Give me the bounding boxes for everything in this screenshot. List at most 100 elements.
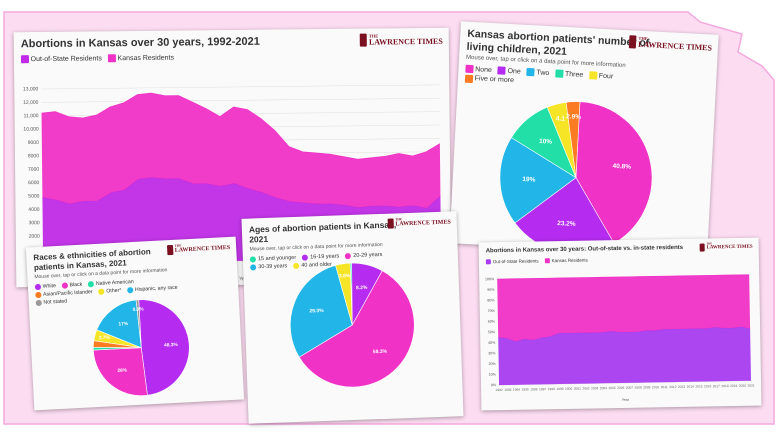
x-tick-label: 2008 [635, 385, 642, 389]
x-tick-label: 2020 [739, 384, 746, 388]
legend-swatch [345, 253, 352, 260]
x-tick-label: 2013 [678, 385, 685, 389]
x-tick-label: 2003 [591, 386, 598, 390]
legend-swatch [250, 264, 257, 272]
legend-swatch [249, 256, 257, 263]
y-tick-label: 11,000 [24, 113, 39, 119]
legend-swatch [20, 55, 29, 64]
y-tick-label: 60% [488, 320, 496, 324]
y-tick-label: 90% [487, 288, 495, 292]
x-tick-label: 2002 [582, 386, 589, 390]
x-tick-label: 1999 [556, 387, 563, 391]
x-tick-label: 2019 [730, 384, 737, 388]
chart: 8.2% 58.3% 29.3% 3.8% [289, 262, 415, 388]
y-tick-label: 5000 [28, 193, 39, 199]
logo-text: THE LAWRENCE TIMES [395, 217, 451, 228]
x-tick-label: 2005 [608, 386, 615, 390]
y-tick-label: 8000 [28, 153, 39, 159]
y-tick-label: 9000 [28, 140, 39, 146]
chart-header: Abortions in Kansas over 30 years, 1992-… [20, 34, 391, 64]
y-tick-label: 12,000 [23, 100, 39, 106]
data-label: 29.3% [309, 308, 324, 315]
legend-label: Out-of-State Residents [30, 54, 102, 63]
y-tick-label: 2000 [29, 234, 40, 240]
grid-line [41, 84, 440, 90]
legend-label: Two [536, 68, 550, 77]
x-tick-label: 1998 [548, 387, 555, 391]
legend-swatch [61, 282, 68, 289]
data-label: 26% [117, 368, 128, 375]
pie-slice [135, 299, 142, 348]
legend-swatch [485, 259, 491, 265]
x-tick-label: 1993 [504, 388, 511, 392]
logo-name: LAWRENCE TIMES [395, 219, 451, 227]
chart-card: 48.3% 26% 3.7% 17% 0.9% Races & ethnicities o… [25, 236, 245, 411]
logo-name: LAWRENCE TIMES [368, 36, 443, 47]
chart: 0%10%20%30%40%50%60%70%80%90%100%1992 199… [485, 274, 755, 402]
legend-swatch [127, 287, 134, 294]
logo-text: THE LAWRENCE TIMES [706, 243, 752, 251]
x-tick-label: 2007 [626, 386, 633, 390]
data-label: 17% [118, 321, 129, 328]
legend-label: Not stated [43, 298, 68, 306]
legend-label: Asian/Pacific Islander [42, 289, 93, 298]
data-label: 2.9% [566, 113, 581, 121]
pie-slice [575, 101, 653, 244]
legend-label: Native American [95, 279, 134, 288]
y-tick-label: 3000 [29, 220, 40, 226]
legend-swatch [98, 288, 105, 295]
y-tick-label: 13,000 [23, 86, 39, 92]
x-tick-label: 2009 [643, 385, 650, 389]
legend-swatch [497, 66, 506, 75]
legend-item: Out-of-State Residents [485, 258, 539, 265]
logo-name: LAWRENCE TIMES [706, 244, 753, 251]
y-tick-label: 80% [487, 298, 495, 302]
pie-slice [96, 299, 142, 349]
legend-item: 15 and younger [249, 255, 296, 263]
x-tick-label: 2000 [565, 387, 572, 391]
legend-item: One [497, 66, 521, 76]
legend-label: Kansas Residents [551, 257, 588, 264]
logo-icon [628, 35, 637, 49]
legend-label: Hispanic, any race [134, 284, 178, 294]
legend-item: Native American [88, 279, 134, 288]
legend-swatch [35, 300, 42, 307]
y-tick-label: 10% [489, 373, 497, 377]
legend-item: Four [589, 71, 613, 80]
chart-header: Ages of abortion patients in Kansas, 202… [249, 219, 401, 272]
data-label: 40.8% [612, 163, 631, 171]
logo-icon [359, 33, 367, 47]
legend-swatch [88, 281, 95, 288]
chart-header: Races & ethnicities of abortion patients… [33, 246, 181, 307]
x-tick-label: 2004 [600, 386, 607, 390]
legend-swatch [35, 292, 42, 299]
legend-item: Out-of-State Residents [20, 54, 102, 64]
logo: THE LAWRENCE TIMES [359, 33, 443, 47]
legend-label: Three [564, 70, 584, 79]
pie-slice [93, 347, 148, 397]
x-tick-label: 2010 [652, 385, 659, 389]
legend-label: 40 and older [301, 262, 332, 270]
data-label: 19% [522, 176, 536, 184]
x-tick-label: 1992 [495, 388, 502, 392]
legend-label: Five or more [474, 75, 515, 85]
x-tick-label: 2011 [661, 385, 668, 389]
legend-swatch [526, 68, 535, 77]
legend-label: Out-of-State Residents [492, 258, 539, 265]
legend-label: Four [598, 72, 614, 80]
chart-card: 8.2% 58.3% 29.3% 3.8% Ages of abortion patie… [241, 211, 464, 424]
data-label: 48.3% [164, 342, 179, 349]
legend-swatch [302, 254, 309, 262]
y-tick-label: 0% [491, 383, 497, 387]
legend-swatch [34, 284, 41, 291]
legend-item: Kansas Residents [107, 54, 174, 63]
y-tick-label: 10,000 [23, 127, 39, 133]
legend-label: Other* [106, 287, 122, 295]
data-label: 10% [539, 138, 553, 146]
legend-item: 30-39 years [250, 264, 287, 272]
x-tick-label: 2001 [574, 387, 581, 391]
data-label: 23.2% [557, 220, 576, 228]
area-fill [498, 326, 752, 386]
legend-item: 16-19 years [302, 254, 339, 262]
area-edge [41, 92, 441, 160]
